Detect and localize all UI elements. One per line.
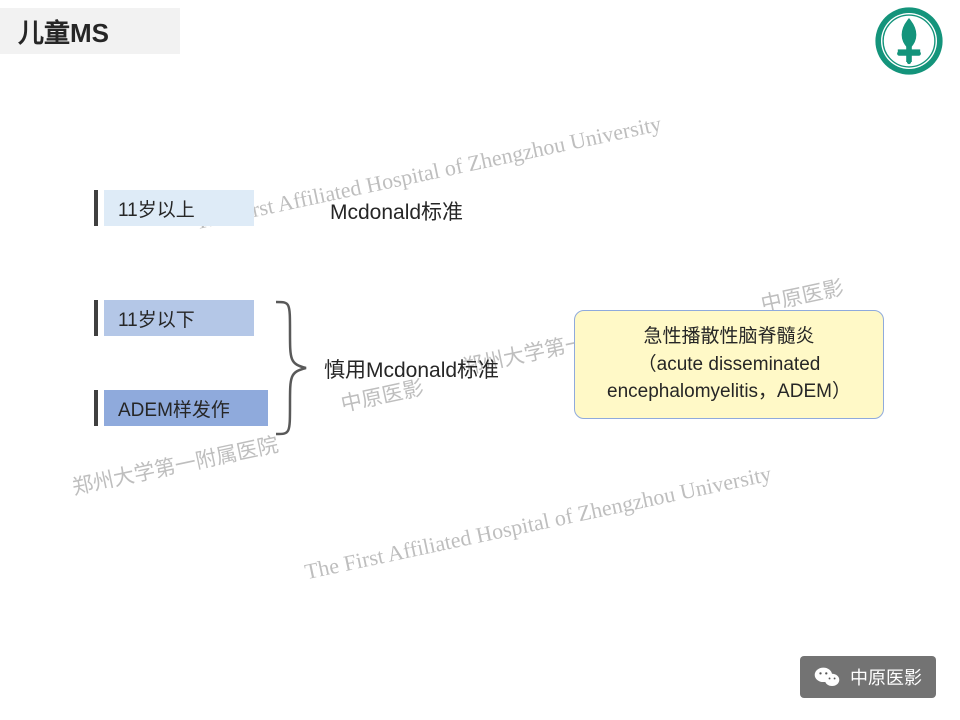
callout-line3: encephalomyelitis，ADEM）: [595, 378, 863, 406]
wechat-label: 中原医影: [850, 664, 922, 690]
callout-line1: 急性播散性脑脊髓炎: [595, 323, 863, 351]
group1-tag: 11岁以上: [104, 190, 254, 226]
watermark-en: The First Affiliated Hospital of Zhengzh…: [303, 461, 774, 585]
group2a-vbar: [94, 300, 98, 336]
adem-callout: 急性播散性脑脊髓炎 （acute disseminated encephalom…: [574, 310, 884, 419]
group2b-vbar: [94, 390, 98, 426]
group1-label: Mcdonald标准: [330, 196, 463, 226]
wechat-icon: [814, 666, 840, 688]
hospital-logo-icon: [874, 6, 944, 76]
group2b-tag: ADEM样发作: [104, 390, 268, 426]
callout-line2: （acute disseminated: [595, 351, 863, 379]
brace-icon: [272, 298, 312, 438]
group2a-tag: 11岁以下: [104, 300, 254, 336]
title-bar: 儿童MS: [0, 8, 180, 54]
page-title: 儿童MS: [18, 13, 109, 50]
group2-label: 慎用Mcdonald标准: [324, 354, 499, 384]
group1-vbar: [94, 190, 98, 226]
wechat-attribution: 中原医影: [800, 656, 936, 698]
watermark-cn: 郑州大学第一附属医院: [69, 428, 281, 501]
